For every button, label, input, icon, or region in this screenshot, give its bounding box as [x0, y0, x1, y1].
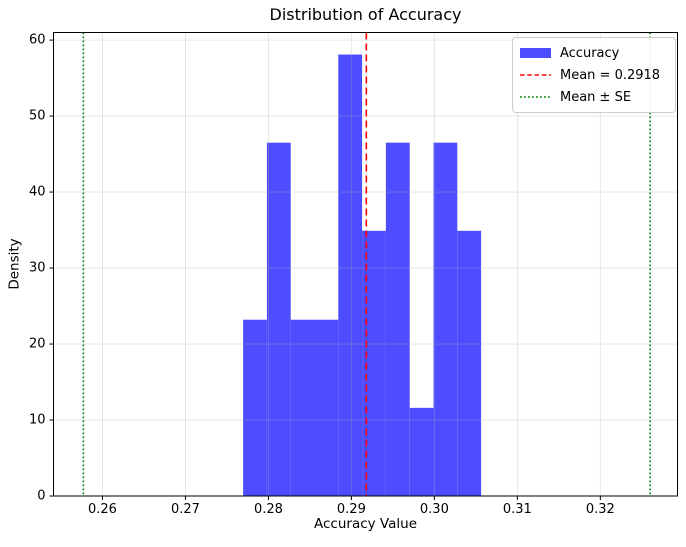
histogram-bar: [362, 230, 386, 497]
y-tick-label: 20: [29, 337, 46, 352]
x-tick-label: 0.30: [420, 502, 449, 517]
histogram-bar: [457, 230, 482, 497]
y-tick-label: 0: [37, 489, 45, 504]
x-tick-label: 0.29: [337, 502, 366, 517]
legend-mean-line-sample: [520, 74, 551, 76]
histogram-bar: [409, 407, 434, 496]
histogram-bar: [243, 319, 267, 496]
legend-label-se: Mean ± SE: [560, 89, 632, 105]
histogram-bar: [385, 142, 410, 497]
histogram-bar: [433, 142, 458, 497]
y-tick-label: 50: [29, 109, 46, 124]
legend-item-mean: Mean = 0.2918: [520, 64, 668, 86]
legend-label-mean: Mean = 0.2918: [560, 67, 661, 83]
legend-se-line-sample: [520, 96, 551, 98]
x-tick-label: 0.26: [88, 502, 117, 517]
y-tick-label: 40: [29, 185, 46, 200]
x-tick-label: 0.32: [586, 502, 615, 517]
legend-accuracy-swatch: [520, 48, 551, 58]
y-tick-label: 30: [29, 261, 46, 276]
x-tick-label: 0.27: [171, 502, 200, 517]
histogram-bar: [290, 319, 315, 496]
histogram-bar: [266, 142, 291, 497]
histogram-bar: [338, 54, 363, 496]
y-tick-label: 10: [29, 413, 46, 428]
histogram-bar: [314, 319, 339, 496]
x-tick-label: 0.31: [503, 502, 532, 517]
legend: Accuracy Mean = 0.2918 Mean ± SE: [512, 37, 676, 113]
plot-border: [53, 32, 678, 497]
y-axis-label: Density: [7, 238, 24, 290]
chart-title: Distribution of Accuracy: [269, 5, 462, 24]
x-axis-label: Accuracy Value: [314, 516, 417, 532]
y-tick-label: 60: [29, 33, 46, 48]
legend-item-accuracy: Accuracy: [520, 42, 668, 64]
legend-label-accuracy: Accuracy: [560, 45, 620, 61]
legend-item-se: Mean ± SE: [520, 86, 668, 108]
y-axis-label-wrap: Density: [0, 32, 30, 496]
x-tick-label: 0.28: [254, 502, 283, 517]
